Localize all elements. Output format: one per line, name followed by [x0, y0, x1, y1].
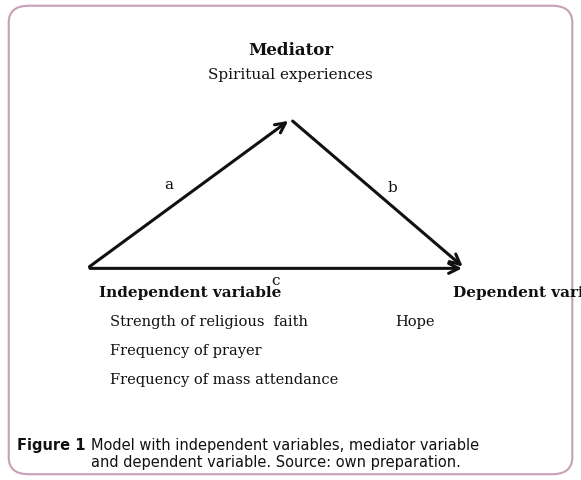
Text: c: c: [272, 274, 280, 288]
Text: Spiritual experiences: Spiritual experiences: [208, 67, 373, 82]
Text: Mediator: Mediator: [248, 42, 333, 59]
Text: a: a: [164, 178, 173, 192]
Text: b: b: [388, 180, 397, 194]
Text: Dependent variable: Dependent variable: [453, 286, 581, 300]
Text: Figure 1: Figure 1: [17, 437, 91, 452]
Text: Hope: Hope: [395, 314, 435, 328]
Text: Frequency of prayer: Frequency of prayer: [110, 343, 262, 357]
Text: Model with independent variables, mediator variable
and dependent variable. Sour: Model with independent variables, mediat…: [91, 437, 479, 469]
Text: Independent variable: Independent variable: [99, 286, 281, 300]
Text: Strength of religious  faith: Strength of religious faith: [110, 314, 309, 328]
Text: Frequency of mass attendance: Frequency of mass attendance: [110, 372, 339, 386]
